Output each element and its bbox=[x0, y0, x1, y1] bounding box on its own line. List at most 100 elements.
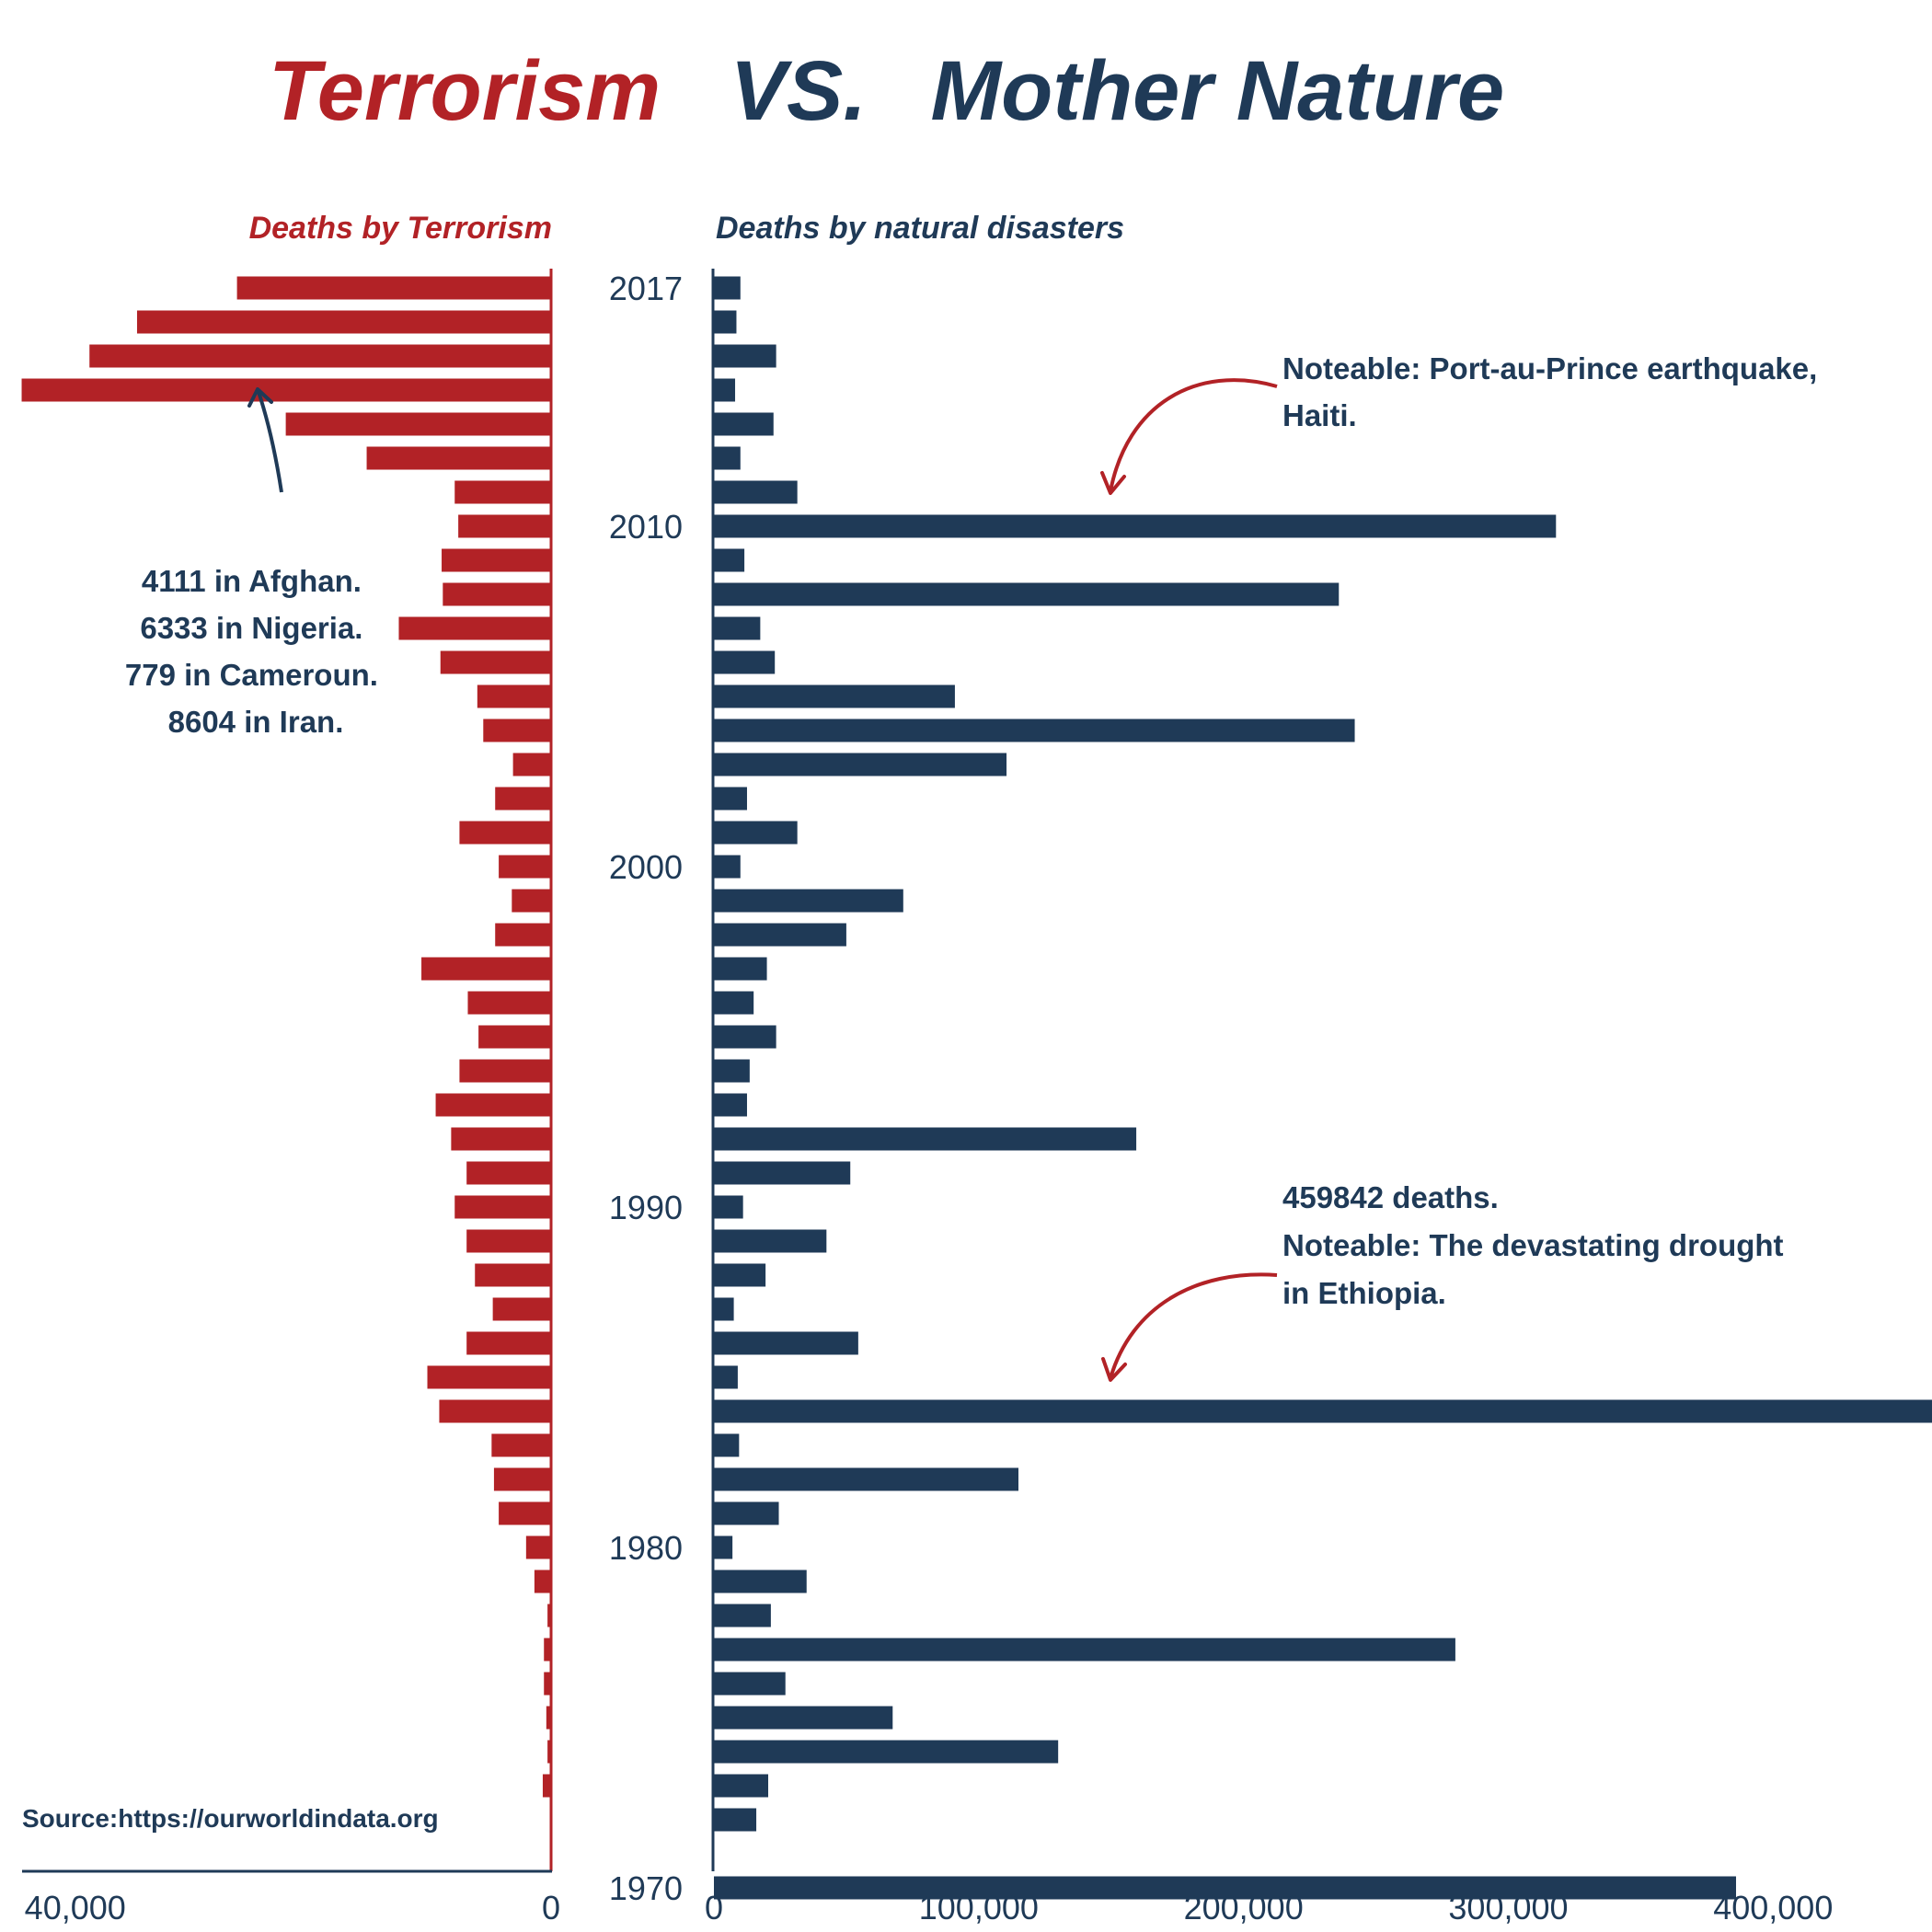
terrorism-bar-1981 bbox=[499, 1501, 551, 1525]
terrorism-bar-2013 bbox=[285, 412, 551, 436]
year-tick-2000: 2000 bbox=[609, 848, 683, 886]
terrorism-bars bbox=[21, 276, 552, 1798]
terrorism-bar-1995 bbox=[478, 1025, 551, 1049]
terrorism-bar-1975 bbox=[546, 1706, 551, 1730]
annotation-terrorism-line-1: 4111 in Afghan. bbox=[142, 564, 362, 598]
year-tick-labels: 2017 2010 2000 1990 1980 1970 bbox=[609, 270, 683, 1907]
terrorism-bar-1978 bbox=[547, 1604, 551, 1627]
terrorism-bar-1989 bbox=[466, 1229, 551, 1253]
chart-title: Terrorism VS. Mother Nature bbox=[269, 44, 1504, 138]
annotation-ethiopia-line-3: in Ethiopia. bbox=[1282, 1276, 1446, 1310]
terrorism-bar-2014 bbox=[21, 378, 551, 402]
terrorism-bar-1988 bbox=[475, 1263, 551, 1287]
terrorism-bar-1980 bbox=[525, 1535, 551, 1559]
terrorism-bar-1976 bbox=[544, 1672, 551, 1696]
terrorism-x-tick-0: 40,000 bbox=[25, 1889, 126, 1926]
nature-bar-1974 bbox=[714, 1740, 1059, 1764]
terrorism-bar-1993 bbox=[435, 1093, 551, 1117]
nature-bar-1970 bbox=[714, 1876, 1737, 1900]
terrorism-bar-2010 bbox=[458, 514, 551, 538]
nature-x-tick-1: 100,000 bbox=[919, 1889, 1039, 1926]
nature-bar-1989 bbox=[714, 1229, 827, 1253]
nature-bar-2007 bbox=[714, 616, 761, 640]
terrorism-bar-2005 bbox=[477, 684, 551, 708]
terrorism-bar-1990 bbox=[454, 1195, 551, 1219]
terrorism-bar-1998 bbox=[495, 923, 551, 947]
nature-bar-1986 bbox=[714, 1331, 858, 1355]
nature-bar-1992 bbox=[714, 1127, 1137, 1151]
title-terrorism: Terrorism bbox=[269, 44, 661, 138]
nature-x-tick-4: 400,000 bbox=[1713, 1889, 1833, 1926]
nature-bar-1995 bbox=[714, 1025, 776, 1049]
nature-bar-1983 bbox=[714, 1433, 740, 1457]
terrorism-bar-1987 bbox=[492, 1297, 551, 1321]
terrorism-bar-2002 bbox=[495, 787, 551, 811]
terrorism-x-tick-labels: 40,000 0 bbox=[25, 1889, 560, 1926]
annotation-ethiopia: 459842 deaths. Noteable: The devastating… bbox=[1282, 1180, 1792, 1310]
nature-x-tick-labels: 0 100,000 200,000 300,000 400,000 bbox=[705, 1889, 1833, 1926]
annotation-ethiopia-line-1: 459842 deaths. bbox=[1282, 1180, 1499, 1214]
terrorism-bar-2003 bbox=[512, 753, 551, 776]
terrorism-bar-1979 bbox=[534, 1570, 551, 1593]
nature-bar-1991 bbox=[714, 1161, 851, 1185]
nature-bar-1998 bbox=[714, 923, 846, 947]
annotation-ethiopia-arrow bbox=[1109, 1272, 1278, 1379]
nature-bar-1979 bbox=[714, 1570, 807, 1593]
nature-bar-2014 bbox=[714, 378, 736, 402]
terrorism-bar-2017 bbox=[236, 276, 551, 300]
terrorism-bar-1992 bbox=[451, 1127, 551, 1151]
terrorism-bar-1996 bbox=[467, 991, 551, 1015]
nature-bar-1977 bbox=[714, 1638, 1455, 1662]
nature-x-tick-0: 0 bbox=[705, 1889, 723, 1926]
annotation-terrorism-arrowhead bbox=[247, 387, 273, 408]
terrorism-bar-1986 bbox=[466, 1331, 551, 1355]
nature-bar-2016 bbox=[714, 310, 737, 334]
nature-bar-2015 bbox=[714, 344, 776, 368]
source-label: Source:https://ourworldindata.org bbox=[22, 1804, 439, 1833]
year-tick-1990: 1990 bbox=[609, 1189, 683, 1226]
annotation-terrorism: 4111 in Afghan. 6333 in Nigeria. 779 in … bbox=[125, 564, 386, 739]
terrorism-bar-2008 bbox=[443, 582, 551, 606]
nature-bar-1975 bbox=[714, 1706, 893, 1730]
terrorism-bar-2007 bbox=[398, 616, 551, 640]
terrorism-bar-1999 bbox=[512, 889, 551, 913]
right-panel-subtitle: Deaths by natural disasters bbox=[716, 211, 1124, 246]
left-panel-subtitle: Deaths by Terrorism bbox=[249, 211, 552, 246]
nature-bar-2005 bbox=[714, 684, 955, 708]
terrorism-bar-1982 bbox=[493, 1467, 551, 1491]
terrorism-bar-1997 bbox=[421, 957, 551, 981]
terrorism-bar-2000 bbox=[499, 855, 551, 879]
terrorism-bar-1973 bbox=[542, 1774, 551, 1798]
nature-bar-1990 bbox=[714, 1195, 743, 1219]
nature-bar-1976 bbox=[714, 1672, 786, 1696]
nature-bar-1973 bbox=[714, 1774, 769, 1798]
nature-bar-1978 bbox=[714, 1604, 771, 1627]
terrorism-bar-1991 bbox=[466, 1161, 551, 1185]
terrorism-bar-2016 bbox=[136, 310, 552, 334]
nature-bars bbox=[714, 276, 1932, 1900]
terrorism-bar-2004 bbox=[483, 719, 551, 742]
nature-bar-1985 bbox=[714, 1365, 738, 1389]
nature-bar-1980 bbox=[714, 1535, 733, 1559]
terrorism-bar-2012 bbox=[366, 446, 551, 470]
terrorism-bar-2009 bbox=[442, 548, 551, 572]
nature-bar-1984 bbox=[714, 1399, 1932, 1423]
terrorism-bar-2015 bbox=[89, 344, 551, 368]
annotation-terrorism-line-2: 6333 in Nigeria. bbox=[140, 611, 362, 645]
nature-bar-2006 bbox=[714, 650, 776, 674]
nature-bar-1988 bbox=[714, 1263, 766, 1287]
annotation-terrorism-arrow bbox=[256, 388, 283, 493]
nature-bar-2000 bbox=[714, 855, 741, 879]
terrorism-bar-1977 bbox=[544, 1638, 551, 1662]
nature-x-tick-2: 200,000 bbox=[1184, 1889, 1304, 1926]
annotation-haiti-arrowhead bbox=[1100, 471, 1126, 495]
nature-bar-2017 bbox=[714, 276, 741, 300]
nature-bar-2003 bbox=[714, 753, 1007, 776]
nature-bar-2009 bbox=[714, 548, 745, 572]
terrorism-bar-1984 bbox=[439, 1399, 551, 1423]
annotation-ethiopia-arrowhead bbox=[1101, 1357, 1127, 1382]
annotation-haiti-line-1: Noteable: Port-au-Prince earthquake, bbox=[1282, 351, 1817, 385]
nature-bar-1996 bbox=[714, 991, 754, 1015]
annotation-terrorism-line-4: 8604 in Iran. bbox=[168, 705, 344, 739]
nature-bar-1972 bbox=[714, 1808, 757, 1832]
